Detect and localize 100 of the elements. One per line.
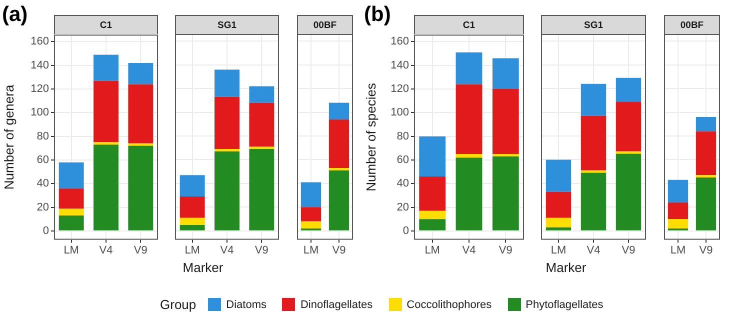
bar xyxy=(180,224,205,230)
y-tick-label: 140 xyxy=(390,59,409,72)
x-tick-label: LM xyxy=(184,244,200,256)
bar xyxy=(300,221,322,229)
chart-title: 00BF xyxy=(297,15,353,34)
bar xyxy=(668,219,688,229)
bar xyxy=(419,136,446,177)
bar xyxy=(214,151,240,230)
bar xyxy=(249,149,274,230)
y-axis-title: Number of species xyxy=(363,82,378,192)
bar xyxy=(58,216,84,230)
bar xyxy=(128,143,154,146)
y-tick-label: 20 xyxy=(36,201,49,214)
text: (b) xyxy=(364,3,391,27)
bar xyxy=(419,176,446,211)
y-tick-label: 120 xyxy=(390,83,409,96)
y-tick-label: 20 xyxy=(396,201,409,214)
bar xyxy=(214,96,240,150)
bar xyxy=(580,116,606,170)
y-tick-label: 40 xyxy=(36,178,49,190)
x-axis-title: Marker xyxy=(546,260,586,275)
bar xyxy=(419,210,446,220)
bar xyxy=(180,196,205,218)
x-tick-label: V9 xyxy=(622,244,636,256)
bar xyxy=(616,154,642,230)
bar xyxy=(94,54,118,81)
bar xyxy=(214,70,240,97)
legend-label: Phytoflagellates xyxy=(526,298,604,310)
x-tick-label: V4 xyxy=(220,244,234,256)
bar xyxy=(546,160,572,192)
chart-title: 00BF xyxy=(664,15,720,34)
bar xyxy=(580,170,606,173)
x-tick-label: LM xyxy=(550,244,566,256)
bar xyxy=(249,102,274,147)
legend-label: Dinoflagellates xyxy=(300,298,373,310)
y-tick-label: 0 xyxy=(402,224,409,237)
bar xyxy=(696,131,716,176)
y-tick-label: 160 xyxy=(390,36,409,48)
bar xyxy=(328,102,350,120)
bar xyxy=(94,80,118,142)
chart-title: SG1 xyxy=(175,15,279,34)
text: (a) xyxy=(2,3,28,27)
legend-label: Coccolithophores xyxy=(406,298,492,310)
bar xyxy=(249,86,274,103)
x-tick-label: V9 xyxy=(254,244,268,256)
x-tick-label: V4 xyxy=(586,244,600,256)
bar xyxy=(456,154,482,158)
x-tick-label: V9 xyxy=(134,244,148,256)
y-tick-label: 80 xyxy=(396,130,409,142)
bar xyxy=(668,202,688,220)
x-tick-label: LM xyxy=(670,244,686,256)
bar xyxy=(492,156,519,230)
y-tick-label: 80 xyxy=(36,130,49,142)
x-tick-label: V4 xyxy=(99,244,113,256)
bar xyxy=(58,162,84,188)
y-tick-label: 160 xyxy=(30,36,49,48)
x-tick-label: V4 xyxy=(462,244,476,256)
bar xyxy=(456,52,482,84)
chart-title: C1 xyxy=(414,15,524,34)
bar xyxy=(58,188,84,208)
bar xyxy=(128,62,154,84)
bar xyxy=(696,117,716,132)
bar xyxy=(546,227,572,230)
bar xyxy=(546,218,572,228)
bar xyxy=(580,172,606,230)
bar xyxy=(696,175,716,178)
y-tick-label: 100 xyxy=(30,106,49,119)
bar xyxy=(94,142,118,145)
y-tick-label: 140 xyxy=(30,59,49,72)
bar xyxy=(580,84,606,116)
bar xyxy=(180,218,205,225)
y-axis-title: Number of genera xyxy=(1,84,16,190)
x-tick-label: LM xyxy=(64,244,79,256)
bar xyxy=(492,58,519,90)
x-axis-title: Marker xyxy=(182,260,224,275)
bar xyxy=(546,192,572,218)
bar xyxy=(300,207,322,222)
y-tick-label: 0 xyxy=(42,224,49,237)
bar xyxy=(128,146,154,230)
chart-title: SG1 xyxy=(541,15,646,34)
x-tick-label: LM xyxy=(424,244,440,256)
chart-title: C1 xyxy=(54,15,158,34)
bar xyxy=(419,219,446,230)
bar xyxy=(492,89,519,154)
bar xyxy=(456,84,482,154)
legend-label: Diatoms xyxy=(226,298,266,310)
y-tick-label: 60 xyxy=(36,154,49,166)
bar xyxy=(328,119,350,168)
x-tick-label: V9 xyxy=(332,244,346,256)
bar xyxy=(668,180,688,202)
y-tick-label: 40 xyxy=(396,178,409,190)
bar xyxy=(94,144,118,230)
bar xyxy=(58,208,84,216)
x-tick-label: LM xyxy=(303,244,319,256)
bar xyxy=(616,78,642,102)
bar xyxy=(300,182,322,208)
y-tick-label: 60 xyxy=(396,154,409,166)
bar xyxy=(616,151,642,154)
bar xyxy=(180,175,205,197)
legend-title: Group xyxy=(160,297,196,312)
